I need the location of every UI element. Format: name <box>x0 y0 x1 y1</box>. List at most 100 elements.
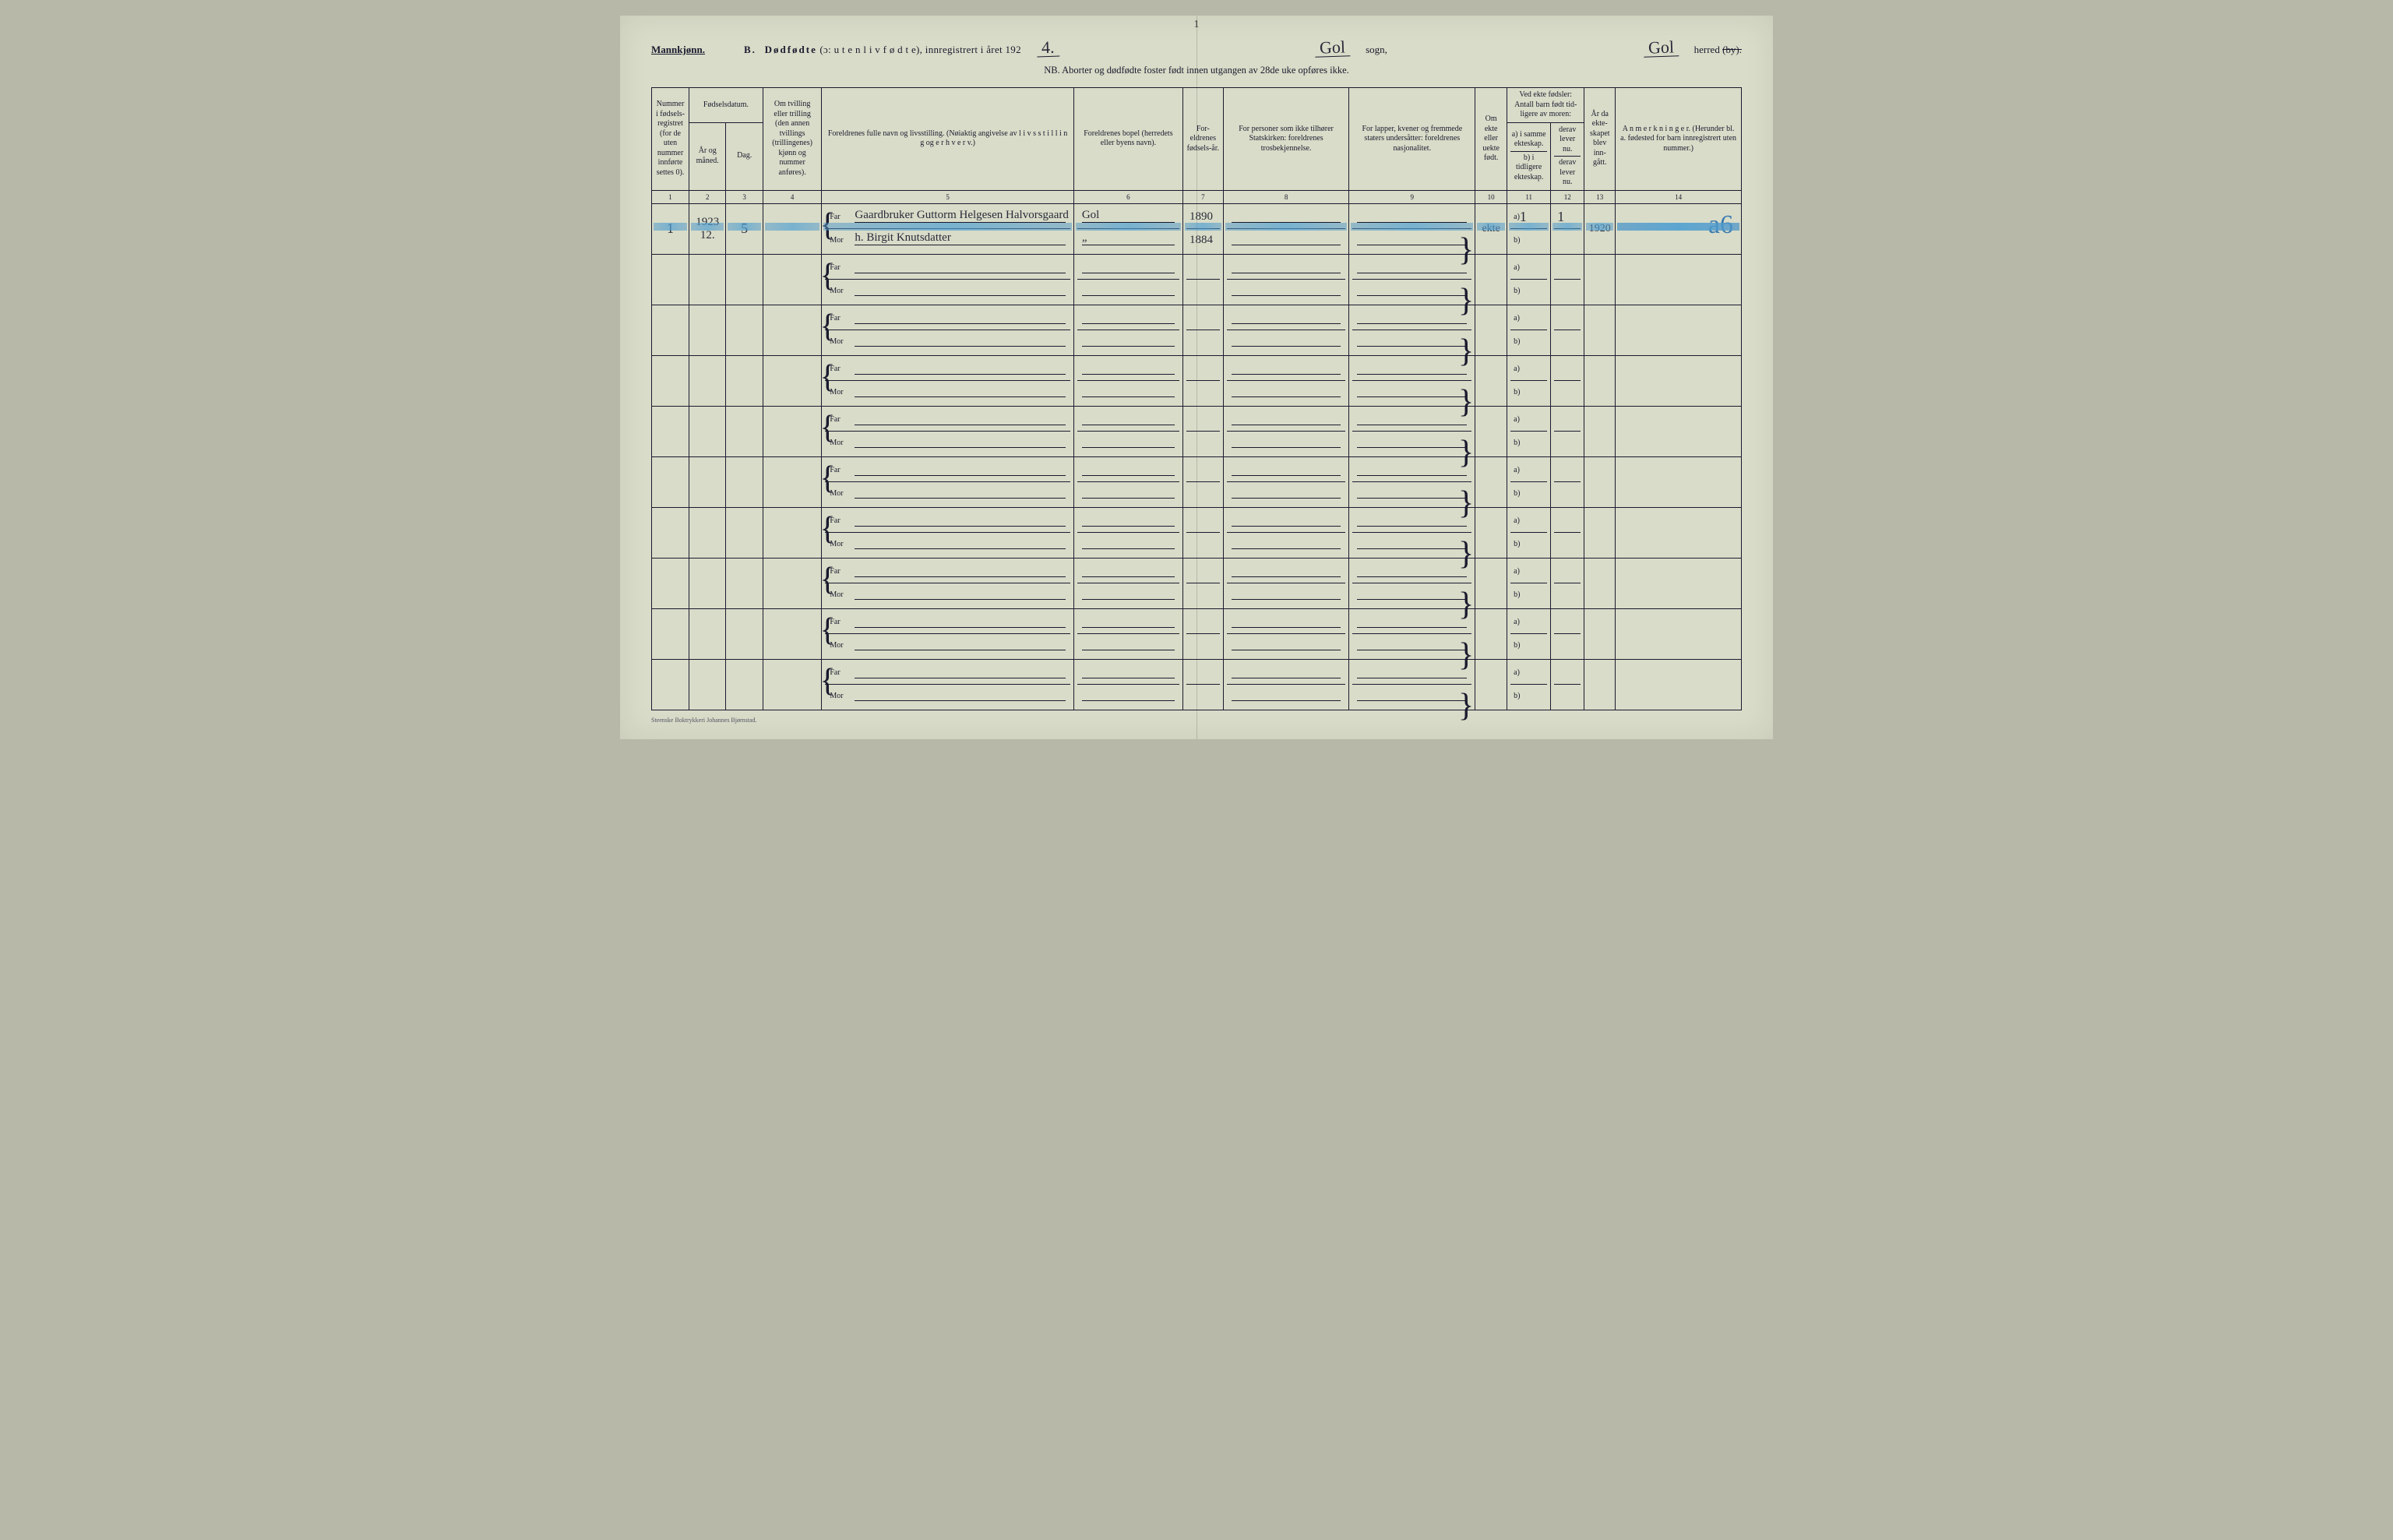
cell-birthyear <box>1182 305 1223 355</box>
cell-num <box>652 254 689 305</box>
cell-c13 <box>1584 355 1616 406</box>
cell-parents-name: {FarMor <box>822 305 1073 355</box>
cell-remarks <box>1616 507 1742 558</box>
cell-c11: a)b) <box>1507 558 1551 608</box>
cell-day <box>726 355 763 406</box>
cell-bopel: Gol„ <box>1073 203 1182 254</box>
cell-c12: 1 <box>1551 203 1584 254</box>
cell-c13: 1920 <box>1584 203 1616 254</box>
table-row: {FarMor}a)b) <box>652 558 1742 608</box>
cell-church <box>1223 355 1349 406</box>
cell-ekte <box>1475 254 1507 305</box>
col-2a-header: År og måned. <box>689 122 726 190</box>
cell-c11: a)b) <box>1507 507 1551 558</box>
cell-twin <box>763 507 821 558</box>
cell-parents-name: {FarMor <box>822 254 1073 305</box>
col-9-header: For lapper, kvener og fremmede staters u… <box>1349 88 1475 191</box>
cell-ekte <box>1475 406 1507 456</box>
herred-by-crossed: (by). <box>1722 44 1742 55</box>
cell-c12 <box>1551 608 1584 659</box>
col-4-header: Om tvilling eller trilling (den annen tv… <box>763 88 821 191</box>
cell-num <box>652 305 689 355</box>
cell-c11: a) 1b) <box>1507 203 1551 254</box>
col-number-11: 11 <box>1507 190 1551 203</box>
cell-bopel <box>1073 456 1182 507</box>
cell-c11: a)b) <box>1507 406 1551 456</box>
cell-remarks <box>1616 254 1742 305</box>
cell-remarks <box>1616 406 1742 456</box>
cell-c13 <box>1584 305 1616 355</box>
cell-day <box>726 305 763 355</box>
cell-c13 <box>1584 659 1616 710</box>
cell-day <box>726 406 763 456</box>
cell-bopel <box>1073 507 1182 558</box>
cell-c12 <box>1551 659 1584 710</box>
cell-twin <box>763 558 821 608</box>
herred-handwritten: Gol <box>1643 38 1679 58</box>
cell-day <box>726 254 763 305</box>
cell-day <box>726 659 763 710</box>
cell-day: 5 <box>726 203 763 254</box>
cell-day <box>726 456 763 507</box>
header-line: Mannkjønn. B. Dødfødte (ɔ: u t e n l i v… <box>651 39 1742 57</box>
cell-church <box>1223 406 1349 456</box>
blue-pencil-stripe <box>765 223 819 231</box>
cell-nationality: } <box>1349 558 1475 608</box>
cell-church <box>1223 659 1349 710</box>
cell-church <box>1223 507 1349 558</box>
cell-parents-name: {FarMor <box>822 355 1073 406</box>
cell-year-month <box>689 608 726 659</box>
cell-parents-name: {FarMor <box>822 406 1073 456</box>
cell-c11: a)b) <box>1507 355 1551 406</box>
cell-twin <box>763 254 821 305</box>
col-14-header: A n m e r k n i n g e r. (Herunder bl. a… <box>1616 88 1742 191</box>
cell-c11: a)b) <box>1507 608 1551 659</box>
year-handwritten: 4. <box>1036 39 1059 58</box>
cell-ekte <box>1475 456 1507 507</box>
cell-nationality: } <box>1349 456 1475 507</box>
cell-c12 <box>1551 558 1584 608</box>
annotation-mark: a6 <box>1708 210 1733 240</box>
sogn-handwritten: Gol <box>1315 38 1351 58</box>
col-number-7: 7 <box>1182 190 1223 203</box>
cell-c11: a)b) <box>1507 254 1551 305</box>
col-7-header: For-eldrenes fødsels-år. <box>1182 88 1223 191</box>
page-number-top: 1 <box>1194 19 1200 31</box>
herred-word: herred <box>1694 44 1720 55</box>
cell-birthyear <box>1182 558 1223 608</box>
col-number-12: 12 <box>1551 190 1584 203</box>
cell-church <box>1223 254 1349 305</box>
cell-num <box>652 608 689 659</box>
cell-twin <box>763 203 821 254</box>
cell-ekte <box>1475 305 1507 355</box>
cell-bopel <box>1073 608 1182 659</box>
cell-day <box>726 558 763 608</box>
cell-year-month <box>689 659 726 710</box>
cell-twin <box>763 659 821 710</box>
column-number-row: 1234567891011121314 <box>652 190 1742 203</box>
cell-c12 <box>1551 305 1584 355</box>
table-row: {FarMor}a)b) <box>652 507 1742 558</box>
cell-church <box>1223 608 1349 659</box>
cell-year-month <box>689 406 726 456</box>
cell-bopel <box>1073 355 1182 406</box>
cell-twin <box>763 355 821 406</box>
col-1-header: Nummer i fødsels-registret (for de uten … <box>652 88 689 191</box>
cell-bopel <box>1073 659 1182 710</box>
col-12a-text: derav lever nu. <box>1554 125 1581 155</box>
cell-parents-name: {FarMor <box>822 456 1073 507</box>
title-paren: (ɔ: u t e n l i v f ø d t e), <box>819 44 922 55</box>
title-reg: innregistrert i året 192 <box>925 44 1021 55</box>
cell-ekte <box>1475 507 1507 558</box>
col-2b-header: Dag. <box>726 122 763 190</box>
cell-birthyear: 18901884 <box>1182 203 1223 254</box>
col-11a-header: a) i samme ekteskap. b) i tidligere ekte… <box>1507 122 1551 190</box>
cell-bopel <box>1073 558 1182 608</box>
cell-parents-name: {FarMor <box>822 659 1073 710</box>
col-number-2: 2 <box>689 190 726 203</box>
cell-c12 <box>1551 456 1584 507</box>
cell-year-month <box>689 507 726 558</box>
cell-nationality: } <box>1349 203 1475 254</box>
cell-num <box>652 355 689 406</box>
cell-c12 <box>1551 355 1584 406</box>
